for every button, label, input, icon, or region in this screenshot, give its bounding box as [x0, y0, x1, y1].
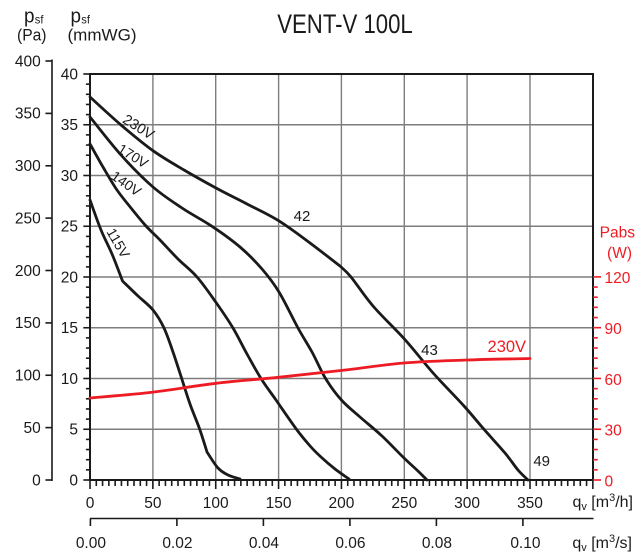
svg-text:250: 250 [15, 210, 41, 227]
svg-text:(mmWG): (mmWG) [68, 27, 137, 45]
svg-text:25: 25 [61, 219, 78, 236]
svg-text:30: 30 [605, 423, 623, 440]
svg-text:0: 0 [86, 495, 95, 512]
svg-text:15: 15 [61, 320, 78, 337]
svg-text:350: 350 [517, 495, 543, 512]
svg-text:0: 0 [605, 473, 614, 490]
svg-text:200: 200 [15, 263, 41, 280]
svg-text:150: 150 [266, 495, 292, 512]
svg-text:42: 42 [294, 208, 311, 225]
svg-text:10: 10 [61, 371, 79, 388]
svg-text:230V: 230V [488, 338, 527, 356]
svg-text:sf: sf [35, 13, 44, 27]
svg-text:40: 40 [61, 66, 79, 83]
svg-text:0.08: 0.08 [422, 535, 452, 552]
svg-text:VENT-V 100L: VENT-V 100L [277, 9, 413, 39]
svg-text:49: 49 [533, 453, 550, 470]
svg-text:20: 20 [61, 269, 79, 286]
svg-text:350: 350 [15, 106, 41, 123]
svg-text:0.06: 0.06 [335, 535, 365, 552]
svg-text:0.10: 0.10 [510, 535, 541, 552]
svg-text:250: 250 [391, 495, 417, 512]
svg-text:90: 90 [605, 321, 623, 338]
svg-text:30: 30 [61, 168, 79, 185]
svg-text:150: 150 [15, 315, 41, 332]
svg-text:100: 100 [203, 495, 229, 512]
svg-text:p: p [24, 5, 35, 27]
svg-text:60: 60 [605, 372, 623, 389]
svg-text:120: 120 [605, 270, 631, 287]
svg-text:300: 300 [15, 158, 41, 175]
svg-text:400: 400 [15, 53, 41, 70]
svg-text:qv [m3/h]: qv [m3/h] [572, 492, 633, 513]
svg-text:qv [m3/s]: qv [m3/s] [572, 533, 632, 554]
svg-text:0.00: 0.00 [76, 535, 107, 552]
svg-text:p: p [71, 5, 82, 27]
svg-text:200: 200 [328, 495, 354, 512]
svg-text:(W): (W) [607, 245, 632, 262]
svg-text:100: 100 [15, 368, 41, 385]
svg-text:35: 35 [61, 117, 78, 134]
svg-text:43: 43 [421, 342, 438, 359]
svg-text:0.02: 0.02 [162, 535, 192, 552]
svg-text:sf: sf [81, 13, 90, 27]
svg-text:50: 50 [144, 495, 162, 512]
svg-text:0: 0 [32, 472, 41, 489]
svg-text:0.04: 0.04 [249, 535, 280, 552]
svg-text:300: 300 [454, 495, 480, 512]
svg-text:5: 5 [69, 422, 78, 439]
svg-text:(Pa): (Pa) [17, 27, 47, 45]
svg-text:0: 0 [69, 472, 78, 489]
svg-text:50: 50 [24, 420, 42, 437]
svg-text:Pabs: Pabs [600, 225, 636, 242]
